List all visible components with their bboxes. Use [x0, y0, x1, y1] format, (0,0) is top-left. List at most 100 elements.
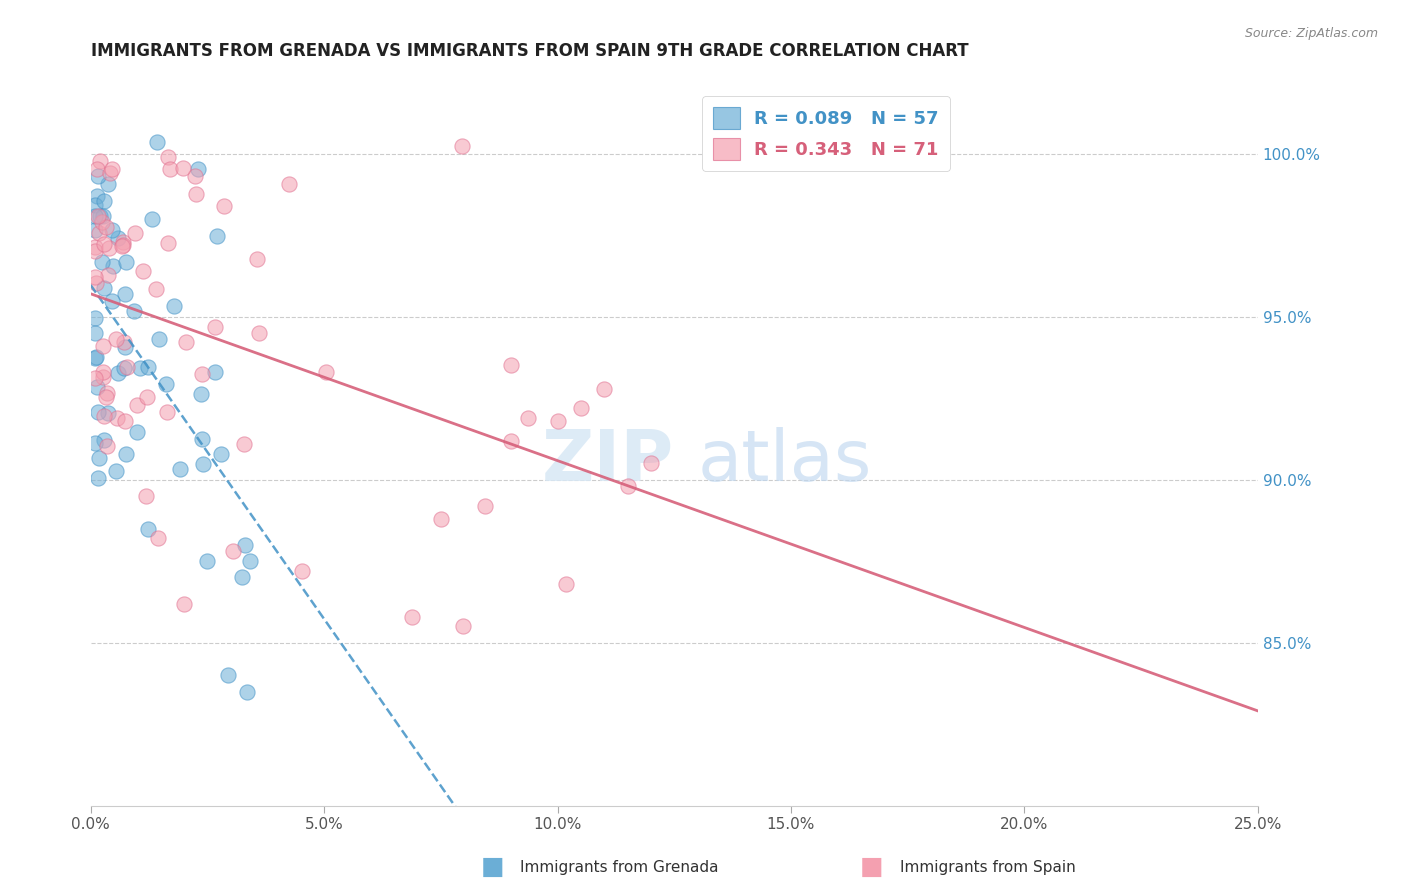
Point [136, 522, 159, 536]
Point [84, 270, 107, 285]
Point [84, 244, 107, 259]
Point [84, 326, 107, 341]
Point [131, 264, 153, 278]
Point [84, 209, 107, 223]
Point [101, 293, 124, 308]
Point [474, 499, 496, 513]
Point [93, 281, 115, 295]
Point [191, 367, 214, 381]
Point [315, 365, 337, 379]
Point [84, 370, 107, 384]
Point [96, 386, 118, 401]
Point [96, 439, 118, 453]
Point [89, 209, 111, 223]
Point [204, 365, 226, 379]
Point [184, 169, 207, 183]
Point [86, 380, 108, 394]
Point [84, 223, 107, 237]
Point [97, 268, 120, 283]
Point [112, 361, 135, 376]
Point [217, 668, 239, 682]
Point [87, 405, 110, 419]
Point [159, 162, 181, 177]
Point [87, 209, 110, 223]
Point [291, 564, 314, 578]
Point [163, 299, 186, 313]
Point [232, 437, 254, 451]
Point [616, 479, 638, 493]
Point [146, 135, 169, 149]
Point [114, 287, 136, 301]
Point [104, 332, 127, 346]
Point [84, 350, 107, 364]
Point [569, 401, 592, 415]
Point [176, 334, 198, 349]
Point [172, 161, 194, 176]
Point [401, 609, 423, 624]
Point [93, 209, 115, 223]
Point [195, 554, 218, 568]
Point [93, 236, 115, 251]
Text: Immigrants from Spain: Immigrants from Spain [900, 861, 1076, 875]
Point [91, 365, 114, 379]
Point [277, 178, 299, 192]
Point [90, 255, 112, 269]
Point [114, 340, 136, 354]
Point [112, 238, 135, 252]
Point [84, 351, 107, 365]
Point [205, 228, 228, 243]
Point [148, 332, 170, 346]
Point [155, 376, 177, 391]
Point [122, 303, 145, 318]
Point [501, 358, 523, 372]
Point [156, 405, 179, 419]
Point [640, 457, 662, 471]
Point [100, 161, 122, 176]
Point [107, 367, 129, 381]
Point [91, 370, 114, 384]
Point [87, 227, 110, 241]
Point [84, 311, 107, 326]
Point [451, 619, 474, 633]
Point [93, 194, 115, 208]
Point [115, 360, 138, 375]
Text: IMMIGRANTS FROM GRENADA VS IMMIGRANTS FROM SPAIN 9TH GRADE CORRELATION CHART: IMMIGRANTS FROM GRENADA VS IMMIGRANTS FR… [90, 42, 969, 60]
Point [233, 538, 256, 552]
Point [84, 435, 107, 450]
Text: Immigrants from Grenada: Immigrants from Grenada [520, 861, 718, 875]
Point [499, 434, 522, 448]
Text: atlas: atlas [697, 426, 872, 495]
Point [135, 489, 157, 503]
Point [204, 320, 226, 334]
Point [156, 150, 179, 164]
Point [547, 414, 569, 428]
Point [91, 215, 114, 229]
Legend: R = 0.089   N = 57, R = 0.343   N = 71: R = 0.089 N = 57, R = 0.343 N = 71 [702, 96, 950, 171]
Point [115, 447, 138, 461]
Point [93, 409, 115, 423]
Point [156, 235, 179, 250]
Point [97, 406, 120, 420]
Text: ■: ■ [860, 855, 883, 880]
Point [100, 223, 122, 237]
Point [86, 189, 108, 203]
Text: ■: ■ [481, 855, 503, 880]
Point [112, 335, 135, 350]
Point [141, 212, 163, 227]
Point [236, 684, 259, 698]
Point [190, 432, 212, 446]
Point [239, 554, 262, 568]
Point [127, 398, 149, 412]
Point [97, 178, 120, 192]
Point [190, 387, 212, 401]
Point [191, 457, 214, 471]
Point [187, 162, 209, 177]
Point [84, 240, 107, 254]
Point [136, 359, 159, 374]
Point [246, 252, 269, 267]
Point [89, 153, 111, 168]
Point [105, 411, 128, 425]
Point [186, 187, 208, 202]
Point [97, 241, 120, 255]
Point [114, 414, 136, 428]
